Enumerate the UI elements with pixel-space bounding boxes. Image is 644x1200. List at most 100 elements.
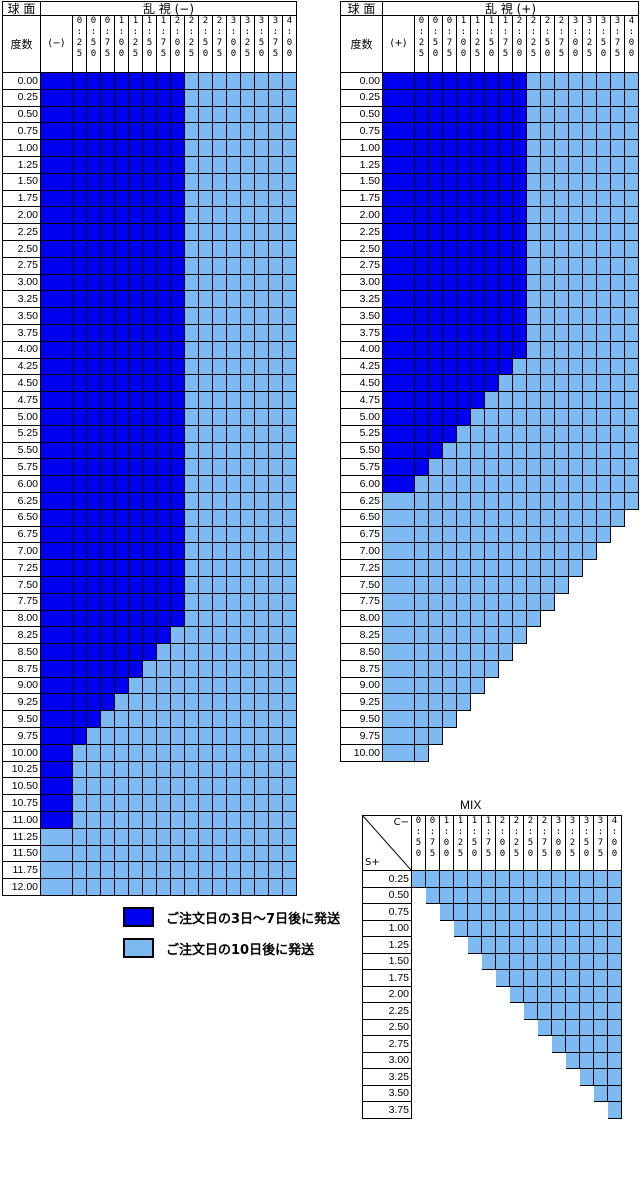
availability-cell bbox=[425, 1018, 440, 1036]
sphere-value: 1.50 bbox=[362, 952, 412, 970]
availability-cell bbox=[142, 743, 157, 762]
availability-cell bbox=[596, 441, 611, 460]
availability-cell bbox=[240, 743, 255, 762]
cylinder-label: 3 : 5 0 bbox=[579, 815, 594, 871]
availability-cell bbox=[184, 172, 199, 191]
table-row: 8.00 bbox=[2, 609, 297, 628]
availability-cell bbox=[142, 424, 157, 443]
cylinder-label: 3 : 7 5 bbox=[610, 15, 625, 73]
availability-cell bbox=[268, 626, 283, 645]
availability-cell bbox=[526, 475, 541, 493]
availability-cell bbox=[86, 777, 101, 796]
availability-cell bbox=[212, 777, 227, 796]
availability-cell bbox=[40, 88, 73, 107]
availability-cell bbox=[128, 340, 143, 359]
availability-cell bbox=[86, 307, 101, 325]
availability-cell bbox=[565, 1084, 580, 1102]
sphere-value: 7.50 bbox=[2, 575, 41, 594]
availability-cell bbox=[610, 189, 625, 208]
availability-cell bbox=[484, 189, 499, 208]
availability-cell bbox=[198, 256, 213, 275]
availability-cell bbox=[554, 710, 569, 729]
availability-cell bbox=[554, 391, 569, 409]
availability-cell bbox=[128, 407, 143, 426]
availability-cell bbox=[568, 626, 583, 645]
availability-cell bbox=[240, 542, 255, 561]
availability-cell bbox=[484, 592, 499, 611]
table-row: 2.50 bbox=[2, 239, 297, 258]
availability-cell bbox=[86, 88, 101, 107]
availability-cell bbox=[565, 936, 580, 954]
availability-cell bbox=[382, 743, 415, 762]
availability-cell bbox=[128, 592, 143, 611]
availability-cell bbox=[495, 1084, 510, 1102]
availability-cell bbox=[456, 256, 471, 275]
availability-cell bbox=[624, 592, 639, 611]
availability-cell bbox=[142, 323, 157, 342]
availability-cell bbox=[170, 307, 185, 325]
availability-cell bbox=[40, 525, 73, 544]
availability-cell bbox=[184, 206, 199, 225]
availability-cell bbox=[512, 609, 527, 628]
availability-cell bbox=[509, 1018, 524, 1036]
availability-cell bbox=[526, 357, 541, 376]
availability-cell bbox=[382, 458, 415, 477]
availability-cell bbox=[582, 206, 597, 225]
availability-cell bbox=[414, 559, 429, 577]
availability-cell bbox=[610, 491, 625, 510]
availability-cell bbox=[456, 122, 471, 141]
availability-cell bbox=[582, 307, 597, 325]
availability-cell bbox=[481, 870, 496, 888]
availability-cell bbox=[428, 575, 443, 594]
availability-cell bbox=[512, 391, 527, 409]
availability-cell bbox=[498, 441, 513, 460]
availability-cell bbox=[240, 307, 255, 325]
availability-cell bbox=[593, 1035, 608, 1053]
availability-cell bbox=[382, 441, 415, 460]
availability-cell bbox=[428, 172, 443, 191]
availability-cell bbox=[568, 139, 583, 157]
availability-cell bbox=[470, 307, 485, 325]
availability-cell bbox=[382, 525, 415, 544]
availability-cell bbox=[484, 256, 499, 275]
availability-cell bbox=[86, 575, 101, 594]
availability-cell bbox=[86, 475, 101, 493]
availability-cell bbox=[498, 290, 513, 309]
availability-cell bbox=[428, 357, 443, 376]
availability-cell bbox=[428, 105, 443, 124]
availability-cell bbox=[526, 407, 541, 426]
availability-cell bbox=[198, 491, 213, 510]
availability-cell bbox=[100, 491, 115, 510]
availability-cell bbox=[114, 223, 129, 241]
availability-cell bbox=[170, 727, 185, 745]
table-row: 1.00 bbox=[362, 919, 622, 937]
cylinder-label: 1 : 0 0 bbox=[114, 15, 129, 73]
availability-cell bbox=[72, 340, 87, 359]
availability-cell bbox=[495, 1051, 510, 1069]
sphere-value: 7.00 bbox=[340, 542, 383, 561]
availability-cell bbox=[142, 189, 157, 208]
availability-cell bbox=[72, 88, 87, 107]
availability-cell bbox=[100, 458, 115, 477]
availability-cell bbox=[254, 189, 269, 208]
availability-cell bbox=[184, 861, 199, 880]
availability-cell bbox=[86, 710, 101, 729]
availability-cell bbox=[512, 491, 527, 510]
availability-cell bbox=[226, 256, 241, 275]
availability-cell bbox=[442, 609, 457, 628]
availability-cell bbox=[212, 273, 227, 292]
availability-cell bbox=[428, 727, 443, 745]
availability-cell bbox=[512, 676, 527, 695]
availability-cell bbox=[282, 256, 297, 275]
availability-cell bbox=[523, 1068, 538, 1086]
availability-cell bbox=[212, 105, 227, 124]
cylinder-label: 3 : 0 0 bbox=[551, 815, 566, 871]
availability-cell bbox=[72, 72, 87, 90]
availability-cell bbox=[254, 307, 269, 325]
availability-cell bbox=[554, 676, 569, 695]
availability-cell bbox=[470, 475, 485, 493]
sphere-value: 3.00 bbox=[2, 273, 41, 292]
legend-item-fast: ご注文日の3日〜7日後に発送 bbox=[123, 906, 340, 928]
availability-cell bbox=[72, 743, 87, 762]
availability-cell bbox=[414, 307, 429, 325]
